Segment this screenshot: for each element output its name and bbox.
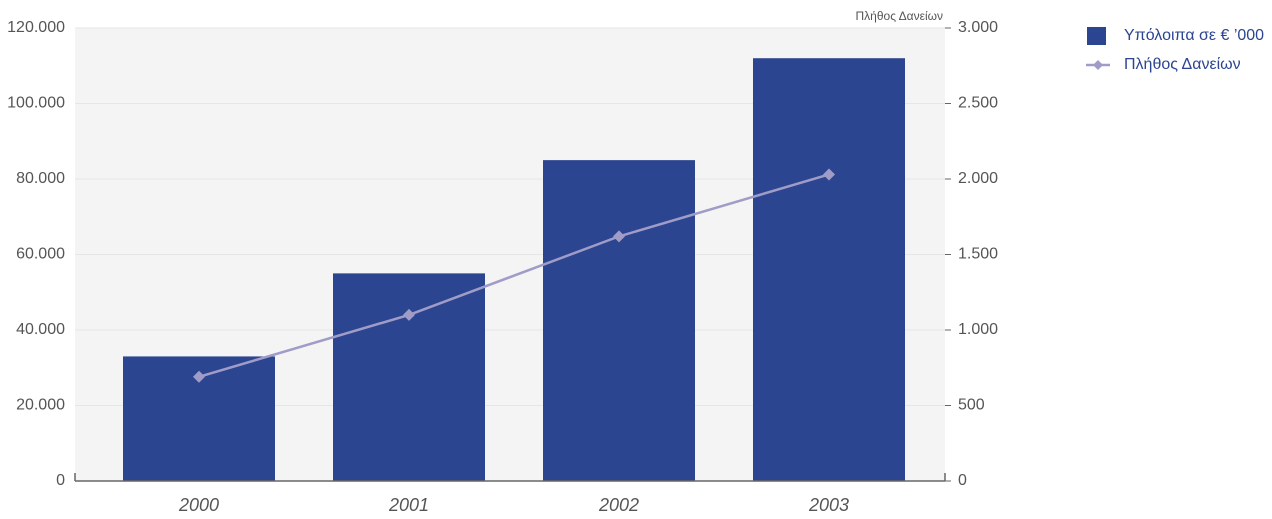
legend-swatch	[1087, 27, 1106, 45]
line-marker	[613, 230, 625, 243]
y2-tick-label: 3.000	[958, 19, 998, 36]
line-marker	[193, 370, 205, 383]
y2-tick-label: 0	[958, 472, 967, 489]
y-tick-label: 40.000	[16, 321, 65, 338]
y-tick-label: 0	[56, 472, 65, 489]
line-marker	[823, 168, 835, 181]
y2-axis-title: Πλήθος Δανείων	[856, 9, 943, 23]
y-tick-label: 20.000	[16, 397, 65, 414]
legend-swatch	[1093, 60, 1103, 70]
line	[198, 173, 830, 379]
y2-tick-label: 2.500	[958, 95, 998, 112]
y2-tick-label: 1.500	[958, 246, 998, 263]
bar	[543, 160, 695, 481]
y-tick-label: 100.000	[7, 95, 65, 112]
bar	[333, 273, 485, 481]
y-tick-label: 120.000	[7, 19, 65, 36]
line-marker	[403, 308, 415, 321]
legend-label: Υπόλοιπα σε € ’000	[1124, 27, 1264, 44]
x-tick-label: 2000	[178, 495, 219, 515]
x-tick-label: 2001	[388, 495, 429, 515]
legend-label: Πλήθος Δανείων	[1124, 56, 1241, 73]
y2-tick-label: 500	[958, 397, 985, 414]
x-tick-label: 2002	[598, 495, 639, 515]
y-tick-label: 80.000	[16, 170, 65, 187]
y-tick-label: 60.000	[16, 246, 65, 263]
y2-tick-label: 2.000	[958, 170, 998, 187]
bar	[753, 58, 905, 481]
y2-tick-label: 1.000	[958, 321, 998, 338]
x-tick-label: 2003	[808, 495, 849, 515]
